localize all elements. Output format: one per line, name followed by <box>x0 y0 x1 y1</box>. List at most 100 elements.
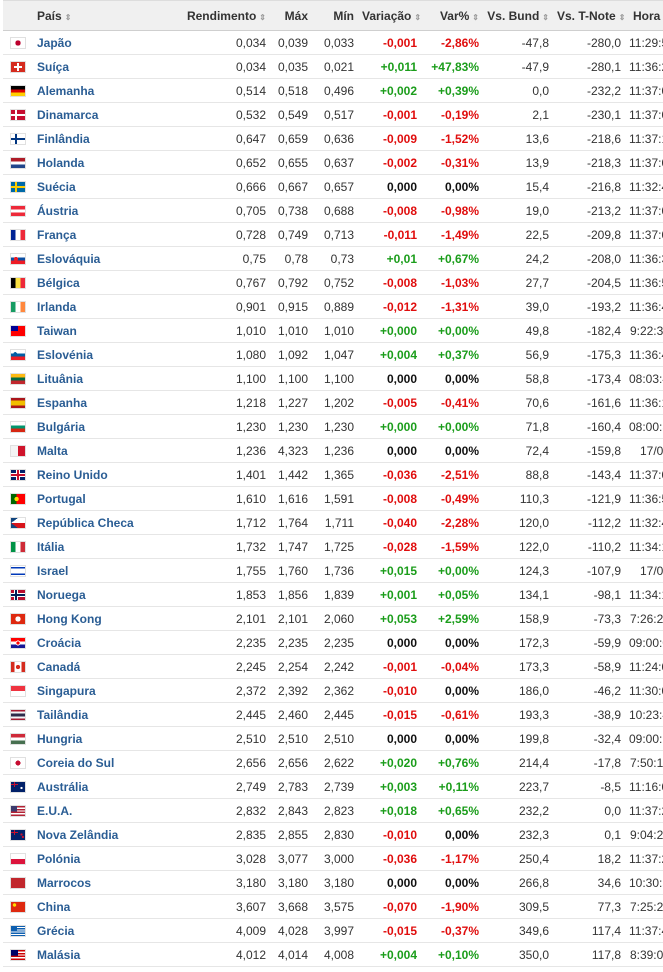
country-link[interactable]: Nova Zelândia <box>37 827 119 842</box>
high-cell: 0,792 <box>270 270 312 295</box>
change-pct-column-header[interactable]: Var% ⇕ <box>421 0 483 31</box>
time-cell: 11:36:44 <box>625 294 663 319</box>
country-link[interactable]: Hong Kong <box>37 611 102 626</box>
country-cell: Israel <box>33 558 138 583</box>
vs-tnote-cell: -232,2 <box>553 78 625 103</box>
change-pct-cell: +0,65% <box>421 798 483 823</box>
yield-cell: 2,235 <box>138 630 270 655</box>
yield-cell: 1,080 <box>138 342 270 367</box>
country-link[interactable]: França <box>37 227 77 242</box>
change-pct-cell: -2,51% <box>421 462 483 487</box>
vs-tnote-column-header[interactable]: Vs. T-Note ⇕ <box>553 0 625 31</box>
high-cell: 2,235 <box>270 630 312 655</box>
country-link[interactable]: Suíça <box>37 59 70 74</box>
sort-icon: ⇕ <box>259 12 266 22</box>
country-column-header[interactable]: País ⇕ <box>33 0 138 31</box>
time-cell: 11:37:12 <box>625 126 663 151</box>
change-column-header[interactable]: Variação ⇕ <box>358 0 421 31</box>
country-link[interactable]: Hungria <box>37 731 83 746</box>
country-link[interactable]: Itália <box>37 539 65 554</box>
high-cell: 2,855 <box>270 822 312 847</box>
country-link[interactable]: Holanda <box>37 155 85 170</box>
change-pct-cell: -1,52% <box>421 126 483 151</box>
country-link[interactable]: Marrocos <box>37 875 92 890</box>
change-pct-cell: -2,28% <box>421 510 483 535</box>
yield-column-header[interactable]: Rendimento ⇕ <box>138 0 270 31</box>
country-link[interactable]: Singapura <box>37 683 96 698</box>
country-link[interactable]: Polónia <box>37 851 81 866</box>
country-link[interactable]: Portugal <box>37 491 86 506</box>
vs-tnote-cell: -204,5 <box>553 270 625 295</box>
vs-bund-cell: 24,2 <box>483 246 553 271</box>
low-cell: 0,73 <box>312 246 358 271</box>
country-link[interactable]: China <box>37 899 71 914</box>
country-cell: Taiwan <box>33 318 138 343</box>
country-link[interactable]: Coreia do Sul <box>37 755 115 770</box>
time-cell: 11:36:59 <box>625 270 663 295</box>
country-link[interactable]: Lituânia <box>37 371 84 386</box>
low-column-header[interactable]: Mín <box>312 0 358 31</box>
country-link[interactable]: Noruega <box>37 587 86 602</box>
country-link[interactable]: E.U.A. <box>37 803 73 818</box>
country-link[interactable]: Taiwan <box>37 323 77 338</box>
newzealand-flag <box>11 830 25 841</box>
country-cell: Alemanha <box>33 78 138 103</box>
country-link[interactable]: Bulgária <box>37 419 86 434</box>
low-cell: 1,230 <box>312 414 358 439</box>
country-link[interactable]: Irlanda <box>37 299 77 314</box>
time-cell: 11:37:05 <box>625 150 663 175</box>
denmark-flag <box>11 110 25 121</box>
country-link[interactable]: Japão <box>37 35 72 50</box>
country-link[interactable]: Israel <box>37 563 69 578</box>
country-link[interactable]: Croácia <box>37 635 82 650</box>
vs-tnote-cell: -110,2 <box>553 534 625 559</box>
high-cell: 3,077 <box>270 846 312 871</box>
country-link[interactable]: Malta <box>37 443 68 458</box>
high-cell: 1,856 <box>270 582 312 607</box>
country-link[interactable]: Eslováquia <box>37 251 101 266</box>
high-cell: 2,254 <box>270 654 312 679</box>
table-row: Suécia 0,666 0,667 0,657 0,000 0,00% 15,4 -216,… <box>3 174 663 199</box>
country-link[interactable]: Finlândia <box>37 131 90 146</box>
vs-bund-column-header[interactable]: Vs. Bund ⇕ <box>483 0 553 31</box>
germany-flag <box>11 86 25 97</box>
high-cell: 0,035 <box>270 54 312 79</box>
country-link[interactable]: Tailândia <box>37 707 89 722</box>
table-row: Malásia 4,012 4,014 4,008 +0,004 +0,10% 350,0 1… <box>3 942 663 967</box>
country-link[interactable]: Reino Unido <box>37 467 108 482</box>
high-cell: 1,616 <box>270 486 312 511</box>
usa-flag <box>11 806 25 817</box>
yield-cell: 0,666 <box>138 174 270 199</box>
yield-cell: 2,245 <box>138 654 270 679</box>
country-link[interactable]: Suécia <box>37 179 76 194</box>
country-link[interactable]: Canadá <box>37 659 81 674</box>
country-cell: Bélgica <box>33 270 138 295</box>
flag-cell <box>3 750 33 775</box>
country-link[interactable]: Áustria <box>37 203 79 218</box>
table-row: Nova Zelândia 2,835 2,855 2,830 -0,010 0,00% 2… <box>3 822 663 847</box>
country-link[interactable]: Espanha <box>37 395 88 410</box>
country-link[interactable]: Grécia <box>37 923 75 938</box>
time-cell: 7:26:23 <box>625 606 663 631</box>
high-column-header[interactable]: Máx <box>270 0 312 31</box>
table-row: E.U.A. 2,832 2,843 2,823 +0,018 +0,65% 232,2 0,… <box>3 798 663 823</box>
country-link[interactable]: Alemanha <box>37 83 95 98</box>
time-column-header[interactable]: Hora⇕ <box>625 0 663 31</box>
country-link[interactable]: República Checa <box>37 515 134 530</box>
country-link[interactable]: Bélgica <box>37 275 80 290</box>
time-cell: 11:24:04 <box>625 654 663 679</box>
country-link[interactable]: Austrália <box>37 779 89 794</box>
vs-tnote-cell: -175,3 <box>553 342 625 367</box>
vs-bund-cell: 172,3 <box>483 630 553 655</box>
table-row: Lituânia 1,100 1,100 1,100 0,000 0,00% 58,8 -17… <box>3 366 663 391</box>
change-pct-cell: -2,86% <box>421 30 483 55</box>
lithuania-flag <box>11 374 25 385</box>
change-pct-cell: -1,03% <box>421 270 483 295</box>
country-link[interactable]: Dinamarca <box>37 107 99 122</box>
country-link[interactable]: Eslovénia <box>37 347 94 362</box>
country-cell: Tailândia <box>33 702 138 727</box>
vs-bund-cell: 124,3 <box>483 558 553 583</box>
country-link[interactable]: Malásia <box>37 947 81 962</box>
change-cell: -0,010 <box>358 822 421 847</box>
country-cell: Hungria <box>33 726 138 751</box>
